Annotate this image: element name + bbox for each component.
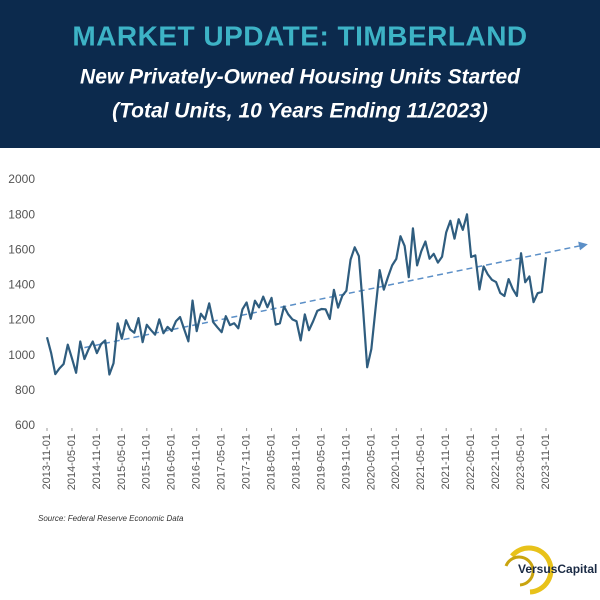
x-tick-label: 2019-05-01 [315,434,327,490]
y-tick-label: 1800 [8,207,35,221]
x-tick-label: 2013-11-01 [41,434,53,489]
x-tick-label: 2018-11-01 [290,434,302,489]
x-tick-label: 2016-05-01 [166,434,178,490]
x-tick-label: 2020-05-01 [365,434,377,490]
x-tick-label: 2014-05-01 [66,434,78,490]
x-tick-label: 2021-05-01 [415,434,427,490]
logo: VersusCapital [504,545,597,595]
header-band [0,0,600,148]
logo-arc [504,555,535,587]
x-tick-label: 2017-05-01 [216,434,228,490]
x-tick-label: 2018-05-01 [265,434,277,490]
x-tick-label: 2016-11-01 [191,434,203,489]
y-tick-label: 1600 [8,242,35,256]
y-tick-label: 600 [15,418,35,432]
y-tick-label: 1000 [8,348,35,362]
data-line [45,213,548,376]
logo-arc [510,545,554,595]
chart-subtitle: (Total Units, 10 Years Ending 11/2023) [112,100,488,123]
x-tick-label: 2014-11-01 [91,434,103,489]
x-tick-label: 2022-11-01 [490,434,502,489]
y-tick-label: 1200 [8,313,35,327]
y-tick-label: 1400 [8,278,35,292]
logo-text: VersusCapital [518,562,597,576]
chart-title: MARKET UPDATE: TIMBERLAND [72,20,527,51]
x-tick-label: 2023-11-01 [540,434,552,489]
x-tick-label: 2021-11-01 [440,434,452,489]
y-tick-label: 2000 [8,172,35,186]
y-tick-label: 800 [15,383,35,397]
chart-subtitle: New Privately-Owned Housing Units Starte… [80,66,521,89]
x-tick-label: 2015-05-01 [116,434,128,490]
x-tick-label: 2023-05-01 [515,434,527,490]
x-tick-label: 2015-11-01 [141,434,153,489]
x-tick-label: 2020-11-01 [390,434,402,489]
x-tick-label: 2022-05-01 [465,434,477,490]
x-tick-label: 2017-11-01 [241,434,253,489]
source-note: Source: Federal Reserve Economic Data [38,514,184,523]
x-tick-label: 2019-11-01 [340,434,352,489]
